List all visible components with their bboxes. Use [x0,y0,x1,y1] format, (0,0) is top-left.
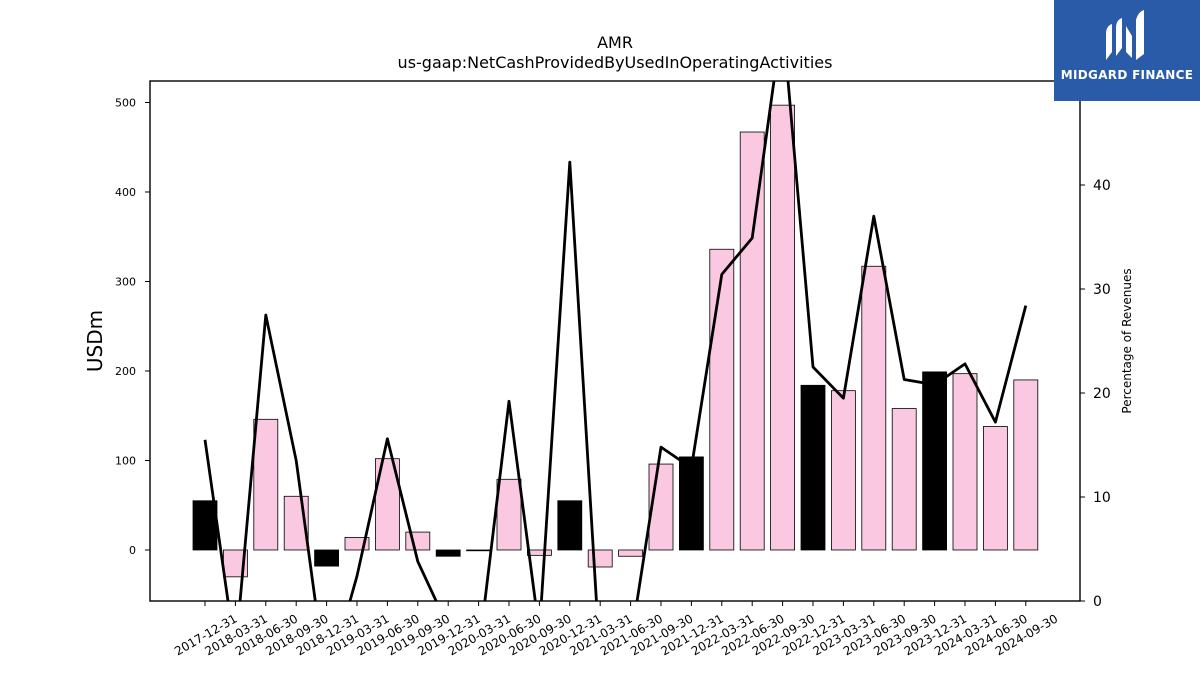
y2-tick-label: 20 [1093,386,1111,402]
y-tick-label: 100 [115,454,136,467]
bar [952,373,978,551]
bar [466,549,492,552]
bar [922,371,947,551]
y-tick-label: 400 [115,186,136,199]
bar [557,500,583,551]
y2-tick-label: 30 [1093,282,1111,298]
bar [435,549,461,557]
bar [314,549,340,567]
bar [253,418,279,551]
y2-tick-label: 40 [1093,178,1111,194]
midgard-logo-icon [1106,10,1144,60]
bar [983,426,1008,551]
logo-text: MIDGARD FINANCE [1060,68,1194,82]
plot-frame [149,80,1081,602]
bar [891,408,917,551]
bar [587,549,613,568]
bar [405,531,431,551]
bar [861,265,887,551]
bar [770,104,795,551]
y2-axis-label: Percentage of Revenues [1120,268,1134,413]
y-tick-label: 500 [115,96,136,109]
bar [192,500,218,551]
series-line [203,81,1028,601]
y-tick-label: 0 [129,544,136,557]
y-tick-label: 300 [115,275,136,288]
y-tick-label: 200 [115,365,136,378]
bar [831,390,856,551]
y-axis-label: USDm [83,310,107,372]
chart-subtitle: us-gaap:NetCashProvidedByUsedInOperating… [398,53,833,72]
bar [527,549,552,556]
chart-title: AMR [597,33,633,52]
bar [496,478,522,551]
y2-tick-label: 10 [1093,490,1111,506]
brand-logo: MIDGARD FINANCE [1054,0,1200,101]
bar [739,131,765,551]
bar [679,456,704,551]
y2-tick-label: 0 [1093,594,1102,610]
bar [1013,379,1039,551]
bar [618,549,643,557]
bar [800,384,826,551]
bar [709,248,735,551]
